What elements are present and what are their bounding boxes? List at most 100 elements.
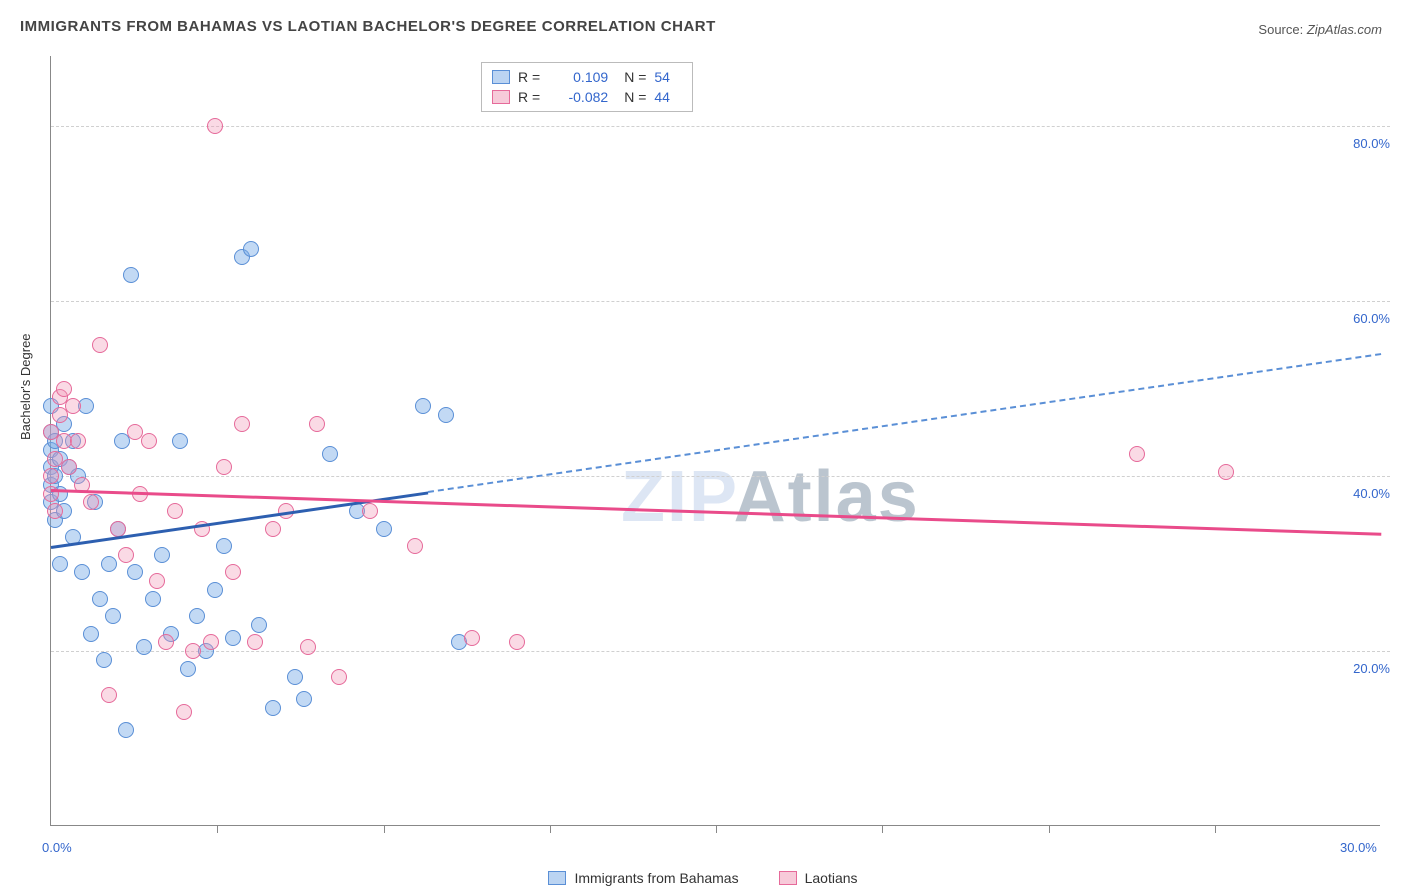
point-laotians (43, 468, 59, 484)
point-bahamas (118, 722, 134, 738)
x-tick-label: 0.0% (42, 840, 72, 855)
corr-n-value: 54 (654, 69, 682, 85)
corr-row: R = 0.109 N = 54 (492, 67, 682, 87)
point-bahamas (287, 669, 303, 685)
point-bahamas (96, 652, 112, 668)
gridline-h (51, 651, 1390, 652)
point-laotians (234, 416, 250, 432)
point-laotians (158, 634, 174, 650)
point-laotians (47, 503, 63, 519)
x-tick (217, 825, 218, 833)
point-laotians (176, 704, 192, 720)
point-bahamas (74, 564, 90, 580)
x-tick (384, 825, 385, 833)
y-tick-label: 20.0% (1330, 661, 1390, 676)
point-laotians (101, 687, 117, 703)
point-bahamas (216, 538, 232, 554)
point-laotians (118, 547, 134, 563)
point-laotians (203, 634, 219, 650)
point-bahamas (136, 639, 152, 655)
point-laotians (43, 486, 59, 502)
point-bahamas (376, 521, 392, 537)
corr-swatch (492, 70, 510, 84)
point-bahamas (251, 617, 267, 633)
gridline-h (51, 476, 1390, 477)
point-bahamas (243, 241, 259, 257)
plot-area: ZIPAtlas R = 0.109 N = 54 R = -0.082 N = 44 (50, 56, 1380, 826)
point-laotians (61, 459, 77, 475)
point-bahamas (172, 433, 188, 449)
x-tick (1215, 825, 1216, 833)
point-bahamas (101, 556, 117, 572)
point-bahamas (296, 691, 312, 707)
x-tick (1049, 825, 1050, 833)
point-laotians (185, 643, 201, 659)
chart-title: IMMIGRANTS FROM BAHAMAS VS LAOTIAN BACHE… (20, 18, 716, 35)
gridline-h (51, 301, 1390, 302)
trendline-bahamas-dash (428, 354, 1381, 494)
point-bahamas (52, 556, 68, 572)
point-laotians (300, 639, 316, 655)
point-laotians (464, 630, 480, 646)
point-laotians (362, 503, 378, 519)
point-laotians (70, 433, 86, 449)
point-bahamas (438, 407, 454, 423)
y-tick-label: 60.0% (1330, 311, 1390, 326)
point-laotians (331, 669, 347, 685)
legend-swatch-blue (548, 871, 566, 885)
point-bahamas (207, 582, 223, 598)
point-laotians (141, 433, 157, 449)
point-bahamas (83, 626, 99, 642)
point-bahamas (322, 446, 338, 462)
y-axis-title: Bachelor's Degree (18, 333, 33, 440)
point-bahamas (145, 591, 161, 607)
legend-label-bahamas: Immigrants from Bahamas (574, 870, 738, 886)
point-bahamas (189, 608, 205, 624)
y-tick-label: 40.0% (1330, 486, 1390, 501)
corr-r-label: R = (518, 89, 540, 105)
corr-r-value: 0.109 (548, 69, 608, 85)
legend-bottom: Immigrants from Bahamas Laotians (0, 870, 1406, 886)
corr-n-label: N = (624, 69, 646, 85)
point-laotians (167, 503, 183, 519)
point-laotians (247, 634, 263, 650)
point-laotians (110, 521, 126, 537)
source-label: Source: (1258, 22, 1303, 37)
point-bahamas (265, 700, 281, 716)
corr-n-label: N = (624, 89, 646, 105)
point-bahamas (180, 661, 196, 677)
point-laotians (225, 564, 241, 580)
point-bahamas (225, 630, 241, 646)
point-laotians (92, 337, 108, 353)
x-tick-label: 30.0% (1340, 840, 1377, 855)
point-bahamas (123, 267, 139, 283)
corr-n-value: 44 (654, 89, 682, 105)
legend-swatch-pink (779, 871, 797, 885)
corr-r-value: -0.082 (548, 89, 608, 105)
corr-r-label: R = (518, 69, 540, 85)
watermark-zip: ZIP (621, 457, 734, 537)
correlation-box: R = 0.109 N = 54 R = -0.082 N = 44 (481, 62, 693, 112)
point-laotians (83, 494, 99, 510)
watermark: ZIPAtlas (621, 456, 920, 538)
legend-item-laotians: Laotians (779, 870, 858, 886)
point-laotians (216, 459, 232, 475)
point-laotians (56, 381, 72, 397)
source-credit: Source: ZipAtlas.com (1258, 22, 1382, 37)
legend-label-laotians: Laotians (805, 870, 858, 886)
point-laotians (65, 398, 81, 414)
point-laotians (265, 521, 281, 537)
x-tick (550, 825, 551, 833)
x-tick (716, 825, 717, 833)
point-laotians (1218, 464, 1234, 480)
watermark-atlas: Atlas (734, 457, 920, 537)
y-tick-label: 80.0% (1330, 136, 1390, 151)
point-laotians (309, 416, 325, 432)
point-bahamas (154, 547, 170, 563)
point-laotians (1129, 446, 1145, 462)
corr-row: R = -0.082 N = 44 (492, 87, 682, 107)
point-bahamas (92, 591, 108, 607)
point-bahamas (415, 398, 431, 414)
point-bahamas (127, 564, 143, 580)
corr-swatch (492, 90, 510, 104)
